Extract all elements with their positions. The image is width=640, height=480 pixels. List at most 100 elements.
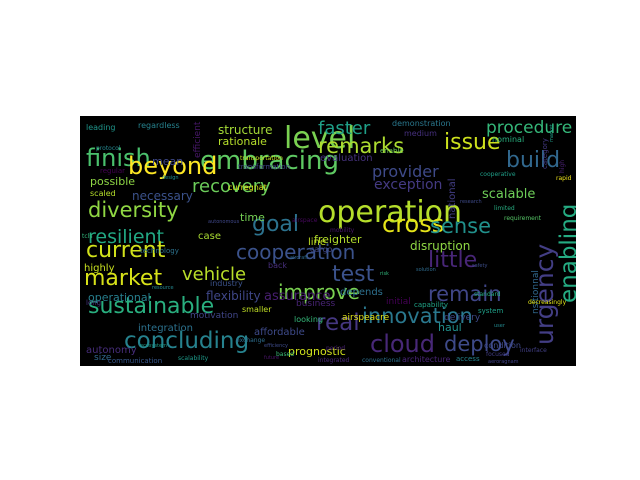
cloud-word: disruption <box>410 239 471 253</box>
cloud-word: goal <box>252 212 300 237</box>
cloud-word: issue <box>444 130 501 155</box>
cloud-word: requirement <box>504 215 542 222</box>
cloud-word: research <box>460 199 482 205</box>
cloud-word: improve <box>278 280 360 304</box>
cloud-word: ecosystem <box>140 343 167 349</box>
cloud-word: access <box>456 355 480 363</box>
cloud-word: structure <box>218 123 273 137</box>
cloud-word: exception <box>374 177 443 193</box>
cloud-word: rationale <box>218 135 267 148</box>
cloud-word: standard <box>474 291 501 298</box>
cloud-word: real <box>316 310 360 336</box>
cloud-word: cloud <box>370 330 435 358</box>
cloud-word: concluding <box>124 328 250 354</box>
cloud-word: case <box>198 231 221 242</box>
cloud-word: aircraft <box>290 255 308 261</box>
cloud-word: interface <box>520 347 547 354</box>
cloud-word: conventional <box>362 357 401 364</box>
cloud-word: regardless <box>138 121 180 130</box>
cloud-word: enable <box>380 147 404 155</box>
cloud-word: nsitionnal <box>531 270 541 314</box>
cloud-word: communication <box>108 357 163 365</box>
cloud-word: flexibility <box>206 289 261 303</box>
cloud-word: line <box>308 237 327 248</box>
cloud-word: mean <box>152 155 184 168</box>
cloud-word: embracing <box>200 146 339 176</box>
cloud-word: design <box>162 175 179 181</box>
cloud-word: technology <box>140 247 179 255</box>
cloud-word: decreasingly <box>528 299 567 306</box>
cloud-word: haul <box>438 321 462 334</box>
cloud-word: looking <box>294 315 324 324</box>
cloud-word: beyond <box>128 152 218 180</box>
cloud-word: focused <box>486 351 510 358</box>
cloud-word: safety <box>472 263 488 269</box>
cloud-word: evaluation <box>320 153 373 164</box>
cloud-word: scalable <box>482 187 536 202</box>
cloud-word: demonstration <box>392 119 451 128</box>
cloud-word: operation <box>318 195 463 230</box>
cloud-word: efficient <box>193 121 203 158</box>
cloud-word: exchange <box>236 337 266 344</box>
cloud-word: protocol <box>96 145 121 152</box>
cloud-word: integrated <box>318 357 350 364</box>
cloud-word: sustainable <box>88 294 215 319</box>
cloud-word: limited <box>494 205 515 212</box>
cloud-word: market <box>84 266 163 291</box>
cloud-word: prognostic <box>288 345 346 358</box>
cloud-word: little <box>428 248 478 273</box>
word-cloud: operation embracing level finish beyond remar… <box>80 116 576 366</box>
cloud-word: cargo <box>310 245 333 254</box>
cloud-word: autonomy <box>86 345 137 356</box>
cloud-word: leading <box>86 123 116 132</box>
cloud-word: operational <box>88 291 151 304</box>
cloud-word: mobility <box>330 227 355 234</box>
cloud-word: autonomous <box>208 219 240 225</box>
cloud-word: risk <box>380 271 389 277</box>
cloud-word: scalability <box>178 355 209 362</box>
cloud-word: smaller <box>242 305 272 314</box>
cloud-word: current <box>86 238 166 263</box>
cloud-word: necessary <box>132 189 193 203</box>
cloud-word: time <box>240 211 265 224</box>
cloud-word: based <box>276 351 295 358</box>
cloud-word: test <box>332 262 375 287</box>
cloud-word: rapid <box>556 175 572 182</box>
cloud-word: resource <box>152 285 174 291</box>
cloud-word: vehicle <box>182 264 247 285</box>
cloud-word: category <box>541 138 549 169</box>
cloud-word: resilient <box>88 226 164 248</box>
cloud-word: remain <box>428 282 502 306</box>
cloud-word: condition <box>484 341 521 350</box>
cloud-word: future <box>264 355 280 361</box>
cloud-word: long <box>86 299 102 307</box>
cloud-word: high <box>559 159 566 173</box>
cloud-word: transportation <box>240 155 283 162</box>
cloud-word: depends <box>340 287 383 298</box>
cloud-word: remarks <box>318 134 405 158</box>
cloud-word: finish <box>86 144 151 172</box>
cloud-word: medium <box>404 129 437 138</box>
cloud-word: innovation <box>362 304 473 328</box>
cloud-word: airspace <box>292 217 318 224</box>
cloud-word: highly <box>84 263 115 274</box>
cloud-word: possible <box>90 175 136 188</box>
cloud-word: solution <box>416 267 436 273</box>
cloud-word: procedure <box>486 118 573 138</box>
cloud-word: motivation <box>190 311 239 321</box>
cloud-word: freighter <box>314 233 362 246</box>
cloud-word: airspeacre <box>342 313 390 323</box>
cloud-word: market <box>549 124 555 142</box>
cloud-word: delivery <box>444 313 481 323</box>
cloud-word: user <box>494 323 505 329</box>
cloud-word: affordable <box>254 327 305 338</box>
cloud-word: national <box>447 178 458 219</box>
cloud-word: transformation <box>238 163 291 171</box>
cloud-word: regular <box>100 167 126 175</box>
cloud-word: efficiency <box>264 343 289 349</box>
cloud-word: industry <box>210 279 243 288</box>
cloud-word: scaled <box>90 189 116 198</box>
cloud-word: nominal <box>492 135 525 144</box>
cloud-word: cooperation <box>236 240 356 264</box>
cloud-word: recovery <box>192 176 271 197</box>
